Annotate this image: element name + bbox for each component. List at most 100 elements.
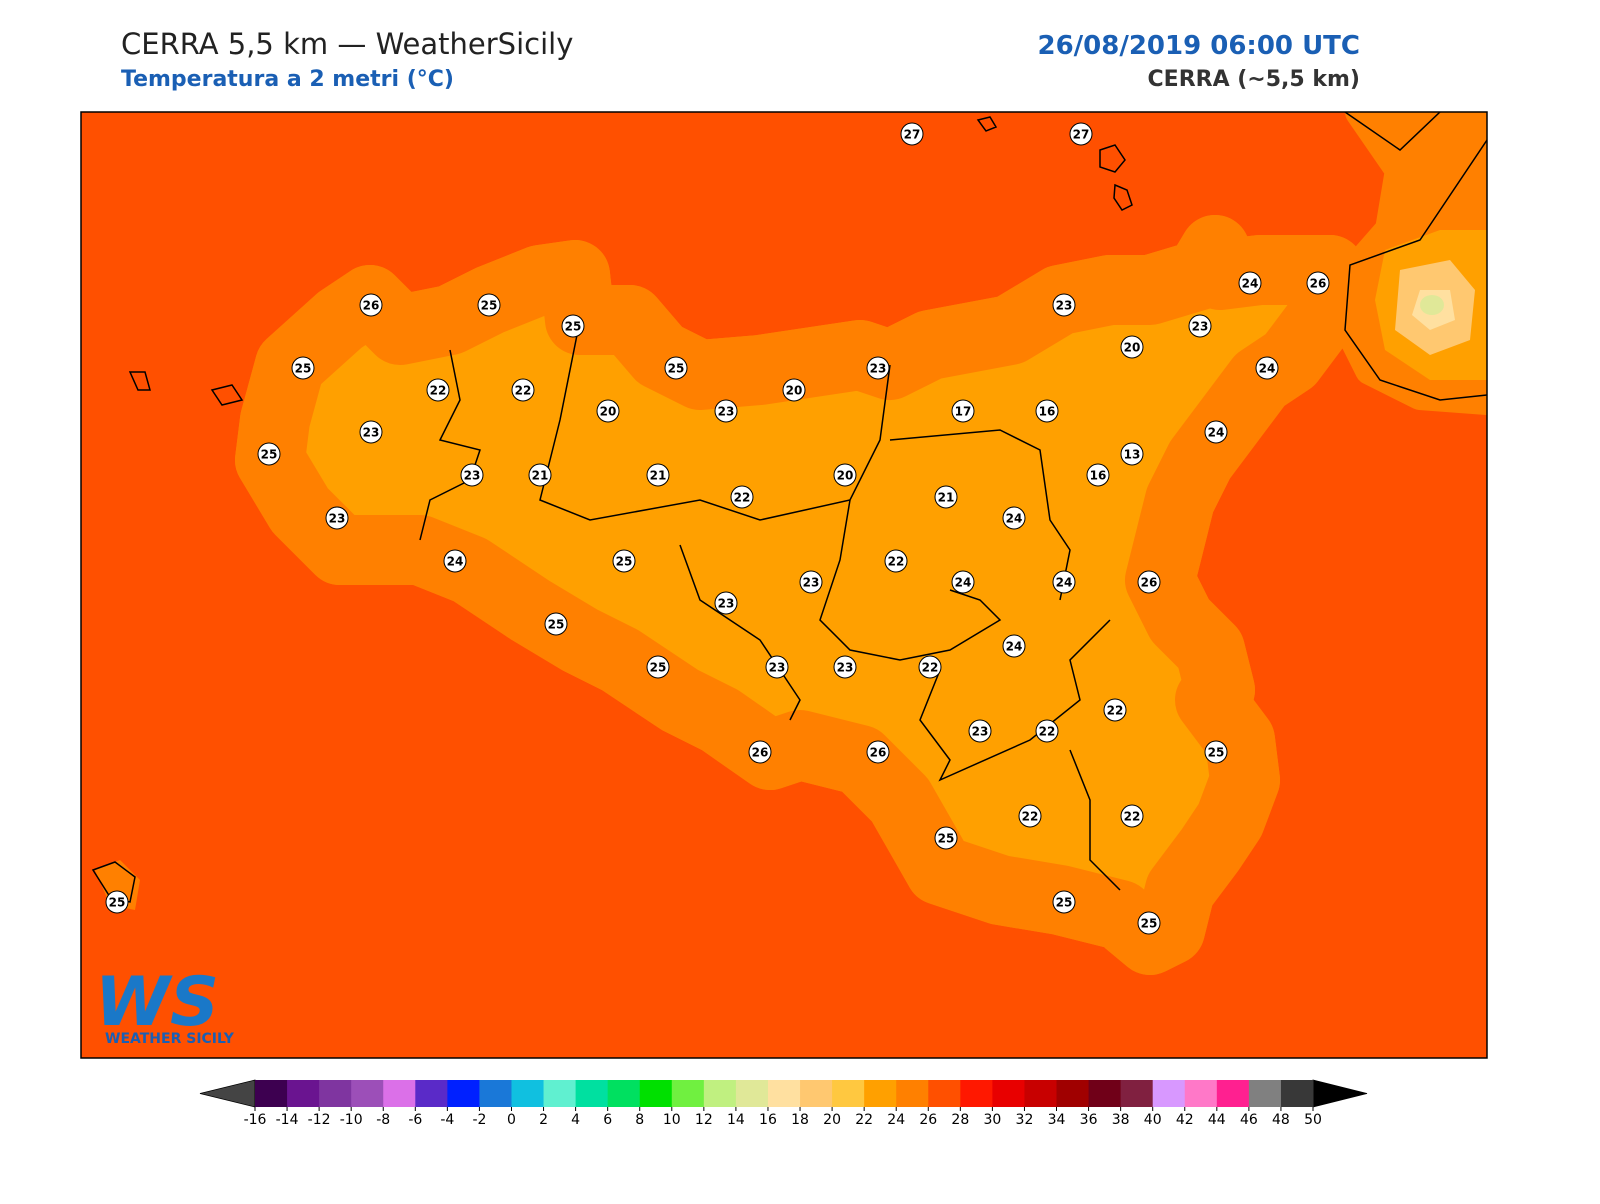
station-marker bbox=[884, 549, 908, 573]
station-marker bbox=[1238, 271, 1262, 295]
station-value: 17 bbox=[955, 405, 972, 419]
logo-name: WEATHER SICILY bbox=[105, 1031, 235, 1047]
station-value: 26 bbox=[752, 746, 769, 760]
station-marker bbox=[359, 420, 383, 444]
station-marker bbox=[325, 506, 349, 530]
station-value: 24 bbox=[1056, 576, 1073, 590]
station-marker bbox=[833, 463, 857, 487]
station-value: 25 bbox=[668, 362, 685, 376]
colorbar-bin bbox=[1248, 1080, 1282, 1107]
colorbar-tick-label: 50 bbox=[1304, 1112, 1322, 1128]
station-value: 13 bbox=[1124, 448, 1141, 462]
station-value: 22 bbox=[888, 555, 905, 569]
station-value: 26 bbox=[870, 746, 887, 760]
station-value: 23 bbox=[1192, 320, 1209, 334]
colorbar-tick-label: 40 bbox=[1144, 1112, 1162, 1128]
station-marker bbox=[934, 826, 958, 850]
station-value: 23 bbox=[972, 725, 989, 739]
station-value: 23 bbox=[363, 426, 380, 440]
station-value: 23 bbox=[1056, 299, 1073, 313]
station-value: 23 bbox=[803, 576, 820, 590]
station-value: 24 bbox=[955, 576, 972, 590]
station-marker bbox=[799, 570, 823, 594]
colorbar-tick-label: -16 bbox=[244, 1112, 267, 1128]
station-value: 27 bbox=[904, 128, 921, 142]
colorbar-bin bbox=[319, 1080, 352, 1107]
station-marker bbox=[612, 549, 636, 573]
station-marker bbox=[1035, 719, 1059, 743]
colorbar-tick-label: -10 bbox=[340, 1112, 363, 1128]
station-marker bbox=[359, 293, 383, 317]
coastline bbox=[91, 112, 1487, 940]
station-marker bbox=[934, 485, 958, 509]
colorbar-tick-label: 0 bbox=[507, 1112, 516, 1128]
station-marker bbox=[1137, 911, 1161, 935]
colorbar-bin bbox=[607, 1080, 641, 1107]
station-value: 23 bbox=[769, 661, 786, 675]
station-marker bbox=[1137, 570, 1161, 594]
station-value: 25 bbox=[1208, 746, 1225, 760]
map: 27 27 26 25 25 25 22 22 20 23 25 23 21 21 25 23 20 23 20 22… bbox=[81, 112, 1487, 1058]
station-marker bbox=[1204, 740, 1228, 764]
colorbar-bin bbox=[735, 1080, 769, 1107]
station-value: 22 bbox=[430, 384, 447, 398]
station-marker bbox=[918, 655, 942, 679]
station-value: 25 bbox=[1141, 917, 1158, 931]
colorbar-tick-label: 2 bbox=[539, 1112, 548, 1128]
colorbar-tick-label: -12 bbox=[308, 1112, 331, 1128]
colorbar-tick-label: 12 bbox=[695, 1112, 713, 1128]
colorbar-bin bbox=[479, 1080, 512, 1107]
station-marker bbox=[1035, 399, 1059, 423]
station-value: 16 bbox=[1090, 469, 1107, 483]
station-marker bbox=[765, 655, 789, 679]
station-value: 25 bbox=[1056, 896, 1073, 910]
station-marker bbox=[866, 356, 890, 380]
colorbar-tick-label: 38 bbox=[1112, 1112, 1130, 1128]
station-value: 23 bbox=[718, 597, 735, 611]
station-marker bbox=[528, 463, 552, 487]
colorbar-bin bbox=[703, 1080, 737, 1107]
station-value: 26 bbox=[1310, 277, 1327, 291]
colorbar-tick-label: -6 bbox=[408, 1112, 422, 1128]
colorbar-bin bbox=[1024, 1080, 1058, 1107]
station-marker bbox=[257, 442, 281, 466]
datetime: 26/08/2019 06:00 UTC bbox=[1037, 31, 1360, 61]
colorbar-tick-label: -2 bbox=[472, 1112, 486, 1128]
station-value: 27 bbox=[1073, 128, 1090, 142]
station-marker bbox=[866, 740, 890, 764]
station-marker bbox=[1103, 698, 1127, 722]
colorbar-tick-label: 4 bbox=[571, 1112, 580, 1128]
station-value: 25 bbox=[650, 661, 667, 675]
station-marker bbox=[1120, 442, 1144, 466]
colorbar-bin bbox=[864, 1080, 897, 1107]
colorbar-tick-label: 46 bbox=[1240, 1112, 1258, 1128]
station-marker bbox=[291, 356, 315, 380]
colorbar-tick-label: 48 bbox=[1272, 1112, 1290, 1128]
station-marker bbox=[596, 399, 620, 423]
colorbar-bin bbox=[1088, 1080, 1122, 1107]
station-value: 23 bbox=[837, 661, 854, 675]
colorbar-tick-label: 44 bbox=[1208, 1112, 1226, 1128]
colorbar-tick-label: 34 bbox=[1048, 1112, 1066, 1128]
station-value: 22 bbox=[1039, 725, 1056, 739]
station-value: 22 bbox=[1022, 810, 1039, 824]
colorbar: -16 -14 -12 -10 -8 -6 -4 -2 0 2 4 6 8 10 12 14 16 18 20 22 2… bbox=[199, 1079, 1368, 1128]
station-marker bbox=[1052, 293, 1076, 317]
station-value: 25 bbox=[616, 555, 633, 569]
station-marker bbox=[646, 463, 670, 487]
station-value: 22 bbox=[1107, 704, 1124, 718]
station-marker bbox=[833, 655, 857, 679]
subtitle: Temperatura a 2 metri (°C) bbox=[121, 67, 454, 92]
colorbar-bin bbox=[383, 1080, 416, 1107]
station-marker bbox=[748, 740, 772, 764]
colorbar-bin bbox=[1216, 1080, 1250, 1107]
station-marker bbox=[951, 399, 975, 423]
colorbar-bin bbox=[960, 1080, 993, 1107]
colorbar-tick-label: 22 bbox=[855, 1112, 873, 1128]
colorbar-tick-label: 26 bbox=[919, 1112, 937, 1128]
station-value: 24 bbox=[447, 555, 464, 569]
colorbar-bin bbox=[255, 1080, 288, 1107]
colorbar-bin bbox=[1152, 1080, 1186, 1107]
colorbar-tick-label: 30 bbox=[983, 1112, 1001, 1128]
